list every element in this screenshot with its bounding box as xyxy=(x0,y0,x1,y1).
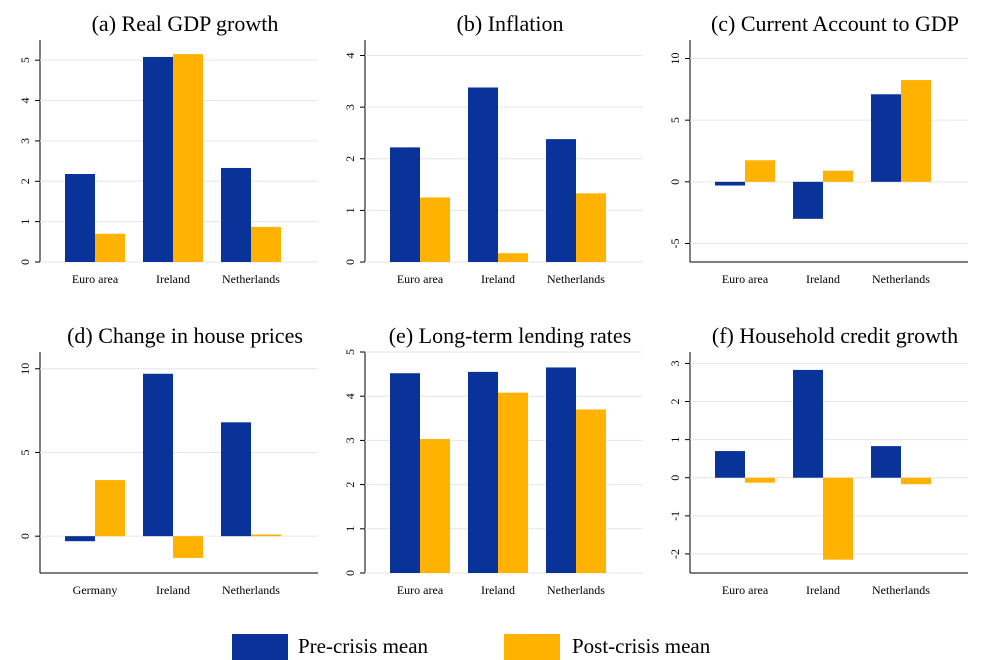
bar xyxy=(143,373,173,537)
bar xyxy=(65,174,95,262)
bar xyxy=(823,170,853,182)
y-tick-label: 4 xyxy=(18,98,32,104)
bar xyxy=(745,160,775,182)
y-tick-label: 5 xyxy=(18,449,32,455)
x-tick-label: Netherlands xyxy=(222,583,280,597)
legend-label: Post-crisis mean xyxy=(572,634,711,658)
bar xyxy=(420,197,450,262)
bar xyxy=(498,253,528,262)
x-tick-label: Ireland xyxy=(481,272,515,286)
x-tick-label: Euro area xyxy=(722,272,769,286)
bar xyxy=(871,94,901,182)
y-tick-label: 0 xyxy=(668,475,682,481)
x-tick-label: Ireland xyxy=(806,272,840,286)
y-tick-label: 0 xyxy=(18,533,32,539)
chart-title: (d) Change in house prices xyxy=(67,323,303,348)
chart-title: (e) Long-term lending rates xyxy=(389,323,632,348)
y-tick-label: 5 xyxy=(343,349,357,355)
chart-title: (f) Household credit growth xyxy=(712,323,958,348)
y-tick-label: 2 xyxy=(18,178,32,184)
bar xyxy=(823,477,853,560)
x-tick-label: Euro area xyxy=(72,272,119,286)
bar xyxy=(745,477,775,483)
x-tick-label: Euro area xyxy=(397,583,444,597)
y-tick-label: 4 xyxy=(343,393,357,399)
bar xyxy=(546,139,576,262)
y-tick-label: 0 xyxy=(668,179,682,185)
x-tick-label: Euro area xyxy=(397,272,444,286)
bar xyxy=(576,409,606,573)
bar xyxy=(251,534,281,537)
bar xyxy=(390,373,420,573)
y-tick-label: 2 xyxy=(343,156,357,162)
x-tick-label: Netherlands xyxy=(872,583,930,597)
bar xyxy=(251,226,281,262)
y-tick-label: 1 xyxy=(18,219,32,225)
y-tick-label: 1 xyxy=(343,207,357,213)
bar xyxy=(546,367,576,573)
x-tick-label: Ireland xyxy=(481,583,515,597)
bar xyxy=(871,446,901,478)
bar xyxy=(173,536,203,558)
bar xyxy=(221,422,251,537)
y-tick-label: 0 xyxy=(343,570,357,576)
y-tick-label: 3 xyxy=(343,437,357,443)
x-tick-label: Netherlands xyxy=(222,272,280,286)
bar xyxy=(95,233,125,262)
chart-title: (b) Inflation xyxy=(457,11,564,36)
bar xyxy=(390,147,420,262)
bar xyxy=(420,439,450,573)
y-tick-label: 4 xyxy=(343,52,357,58)
bar xyxy=(173,54,203,262)
x-tick-label: Ireland xyxy=(806,583,840,597)
y-tick-label: 1 xyxy=(668,437,682,443)
bar xyxy=(901,80,931,182)
y-tick-label: 1 xyxy=(343,526,357,532)
chart-title: (c) Current Account to GDP xyxy=(711,11,959,36)
bar xyxy=(468,371,498,573)
y-tick-label: -5 xyxy=(668,239,682,249)
bar xyxy=(793,369,823,478)
y-tick-label: 5 xyxy=(18,57,32,63)
y-tick-label: 10 xyxy=(668,53,682,65)
y-tick-label: 2 xyxy=(668,399,682,405)
legend-swatch xyxy=(232,634,288,660)
bar xyxy=(221,167,251,262)
y-tick-label: 2 xyxy=(343,482,357,488)
x-tick-label: Ireland xyxy=(156,583,190,597)
bar xyxy=(143,56,173,262)
legend-label: Pre-crisis mean xyxy=(298,634,429,658)
y-tick-label: 3 xyxy=(343,104,357,110)
y-tick-label: -2 xyxy=(668,549,682,559)
x-tick-label: Netherlands xyxy=(547,272,605,286)
chart-title: (a) Real GDP growth xyxy=(92,11,279,36)
y-tick-label: -1 xyxy=(668,511,682,521)
y-tick-label: 0 xyxy=(18,259,32,265)
bar xyxy=(901,477,931,485)
bar xyxy=(65,536,95,542)
bar xyxy=(576,193,606,262)
x-tick-label: Euro area xyxy=(722,583,769,597)
x-tick-label: Netherlands xyxy=(872,272,930,286)
bar xyxy=(715,181,745,186)
y-tick-label: 3 xyxy=(18,138,32,144)
y-tick-label: 3 xyxy=(668,360,682,366)
y-tick-label: 10 xyxy=(18,363,32,375)
y-tick-label: 0 xyxy=(343,259,357,265)
bar xyxy=(715,451,745,478)
bar xyxy=(95,480,125,537)
y-tick-label: 5 xyxy=(668,117,682,123)
x-tick-label: Ireland xyxy=(156,272,190,286)
x-tick-label: Germany xyxy=(73,583,118,597)
x-tick-label: Netherlands xyxy=(547,583,605,597)
bar xyxy=(793,181,823,219)
bar xyxy=(498,392,528,573)
bar xyxy=(468,87,498,262)
legend-swatch xyxy=(504,634,560,660)
